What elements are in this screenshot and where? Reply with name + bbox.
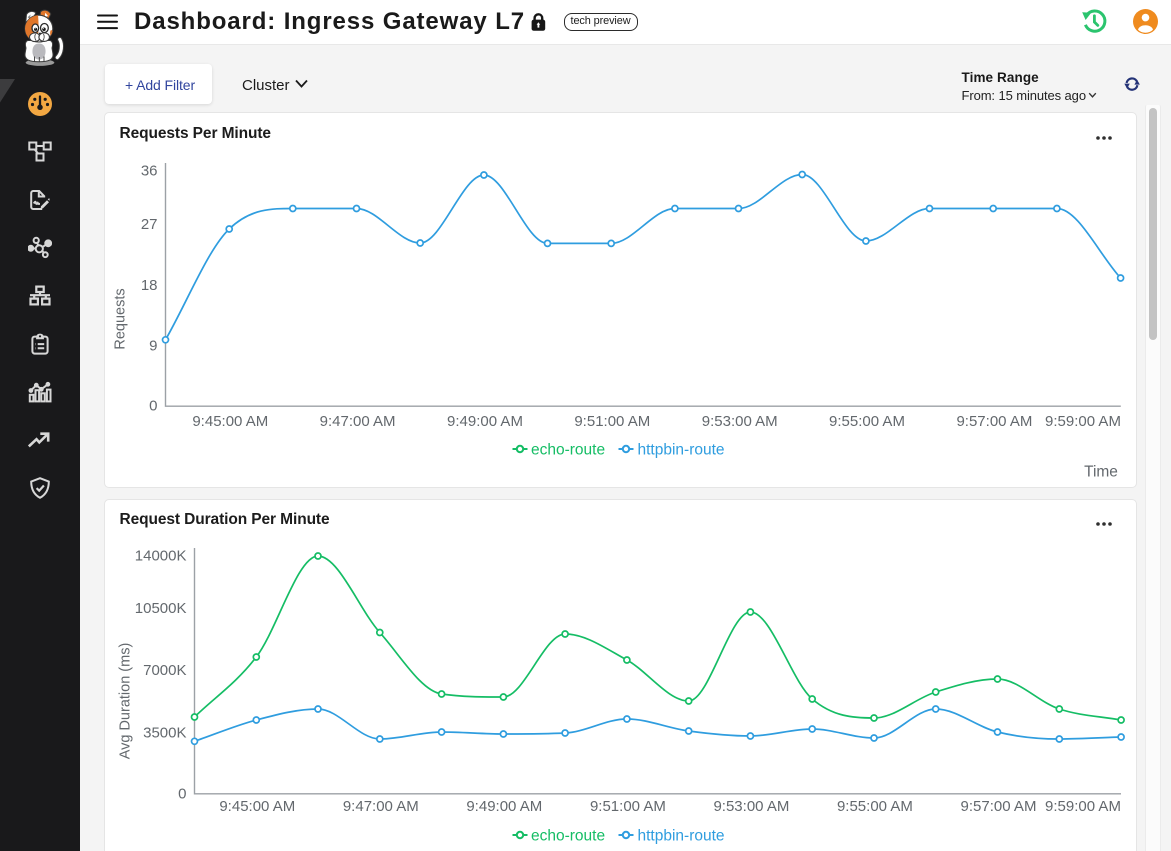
svg-text:9:55:00 AM: 9:55:00 AM [829,413,905,430]
svg-text:9:45:00 AM: 9:45:00 AM [192,413,268,430]
svg-text:9:49:00 AM: 9:49:00 AM [466,798,542,815]
svg-text:Requests: Requests [113,288,129,349]
svg-text:Time: Time [1084,464,1118,481]
svg-text:36: 36 [141,163,158,180]
svg-text:echo-route: echo-route [531,442,605,459]
svg-text:9:49:00 AM: 9:49:00 AM [447,413,523,430]
svg-text:9: 9 [149,338,157,355]
svg-text:9:55:00 AM: 9:55:00 AM [837,798,913,815]
svg-text:18: 18 [141,277,158,294]
svg-text:9:45:00 AM: 9:45:00 AM [219,798,295,815]
svg-text:14000K: 14000K [135,548,187,565]
svg-text:9:57:00 AM: 9:57:00 AM [956,413,1032,430]
svg-text:9:59:00 AM: 9:59:00 AM [1045,413,1121,430]
svg-text:3500K: 3500K [143,724,186,741]
svg-text:0: 0 [178,786,186,803]
svg-text:9:59:00 AM: 9:59:00 AM [1045,798,1121,815]
svg-text:httpbin-route: httpbin-route [638,828,725,845]
svg-text:Avg Duration (ms): Avg Duration (ms) [118,643,134,760]
svg-text:9:47:00 AM: 9:47:00 AM [343,798,419,815]
svg-text:9:51:00 AM: 9:51:00 AM [574,413,650,430]
svg-text:httpbin-route: httpbin-route [638,442,725,459]
svg-text:27: 27 [141,216,158,233]
svg-text:7000K: 7000K [143,662,186,679]
svg-text:10500K: 10500K [135,600,187,617]
svg-text:echo-route: echo-route [531,828,605,845]
svg-text:9:57:00 AM: 9:57:00 AM [961,798,1037,815]
svg-text:9:51:00 AM: 9:51:00 AM [590,798,666,815]
svg-text:9:53:00 AM: 9:53:00 AM [702,413,778,430]
svg-text:0: 0 [149,398,157,415]
svg-text:9:47:00 AM: 9:47:00 AM [320,413,396,430]
svg-text:9:53:00 AM: 9:53:00 AM [713,798,789,815]
